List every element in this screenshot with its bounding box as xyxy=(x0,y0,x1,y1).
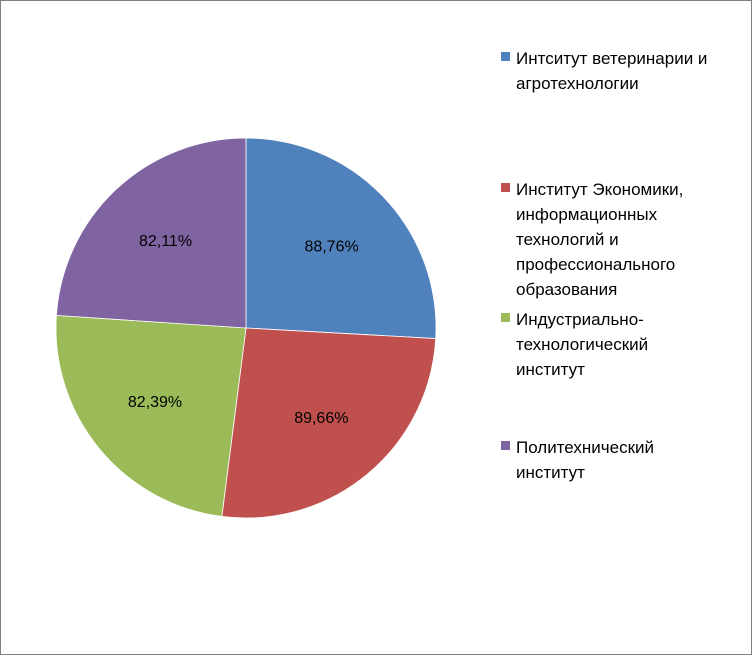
legend-swatch xyxy=(501,441,510,450)
pie-slice-industrial-institute xyxy=(55,314,247,517)
legend-swatch xyxy=(501,183,510,192)
legend-item-economics-institute: Институт Экономики, информационных техно… xyxy=(501,177,746,302)
pie-slice-polytechnic-institute xyxy=(55,137,247,329)
legend-label: Интситут ветеринарии и агротехнологии xyxy=(516,49,708,93)
legend-swatch xyxy=(501,52,510,61)
legend-label: Индустриально-технологический институт xyxy=(516,310,649,379)
legend-item-polytechnic-institute: Политехнический институт xyxy=(501,435,746,485)
data-label-polytechnic-institute: 82,11% xyxy=(139,233,192,250)
legend-label: Политехнический институт xyxy=(516,438,655,482)
legend-swatch xyxy=(501,313,510,322)
legend-item-industrial-institute: Индустриально-технологический институт xyxy=(501,307,746,382)
pie-slices xyxy=(55,137,437,519)
pie-slice-economics-institute xyxy=(221,327,437,519)
legend-item-vet-institute: Интситут ветеринарии и агротехнологии xyxy=(501,46,746,96)
legend-label: Институт Экономики, информационных техно… xyxy=(516,180,684,299)
data-label-industrial-institute: 82,39% xyxy=(128,394,182,411)
data-label-economics-institute: 89,66% xyxy=(294,410,348,427)
data-label-vet-institute: 88,76% xyxy=(304,238,358,255)
pie-slice-vet-institute xyxy=(245,137,437,339)
data-labels: 88,76% 89,66% 82,39% 82,11% xyxy=(128,233,359,427)
